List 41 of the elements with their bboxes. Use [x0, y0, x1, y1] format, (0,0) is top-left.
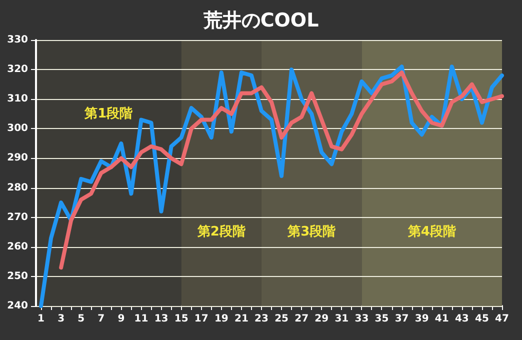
x-tick-label: 3 [58, 314, 65, 324]
y-tick-label: 250 [7, 270, 28, 282]
x-tick-label: 19 [214, 314, 228, 324]
y-tick-label: 330 [7, 34, 28, 46]
y-tick-label: 240 [7, 300, 28, 312]
x-tick-label: 21 [234, 314, 248, 324]
x-tick-label: 45 [474, 314, 489, 324]
x-tick-label: 35 [374, 314, 389, 324]
chart-title: 荒井のCOOL [202, 10, 319, 32]
x-tick-label: 27 [294, 314, 309, 324]
y-tick-label: 260 [7, 241, 28, 252]
y-tick-label: 310 [7, 94, 28, 105]
y-tick-label: 300 [7, 123, 28, 134]
y-tick-label: 270 [7, 212, 28, 223]
band-label: 第3段階 [286, 224, 337, 240]
x-tick-label: 11 [134, 314, 148, 324]
y-tick-label: 320 [7, 64, 28, 76]
x-tick-label: 31 [334, 314, 349, 324]
x-tick-label: 37 [394, 314, 409, 324]
x-tick-label: 33 [354, 314, 369, 324]
x-tick-label: 29 [314, 314, 329, 324]
x-tick-label: 17 [194, 314, 208, 324]
x-tick-label: 39 [414, 314, 429, 324]
line-series [39, 64, 504, 308]
band-label: 第4段階 [406, 224, 457, 240]
x-tick-label: 15 [174, 314, 188, 324]
x-tick-label: 25 [274, 314, 289, 324]
x-tick-label: 7 [98, 314, 105, 324]
x-tick-label: 47 [495, 314, 509, 324]
x-tick-label: 9 [118, 314, 125, 324]
band-label: 第2段階 [196, 224, 246, 240]
y-tick-label: 280 [7, 182, 28, 194]
x-tick-label: 23 [254, 314, 268, 324]
y-tick-label: 290 [7, 152, 28, 164]
x-tick-label: 13 [154, 314, 168, 324]
x-tick-label: 5 [78, 314, 85, 324]
band-label: 第1段階 [84, 106, 134, 122]
x-tick-label: 41 [434, 314, 449, 324]
x-tick-label: 43 [454, 314, 469, 324]
x-tick-label: 1 [38, 314, 45, 324]
line-series [59, 70, 504, 270]
